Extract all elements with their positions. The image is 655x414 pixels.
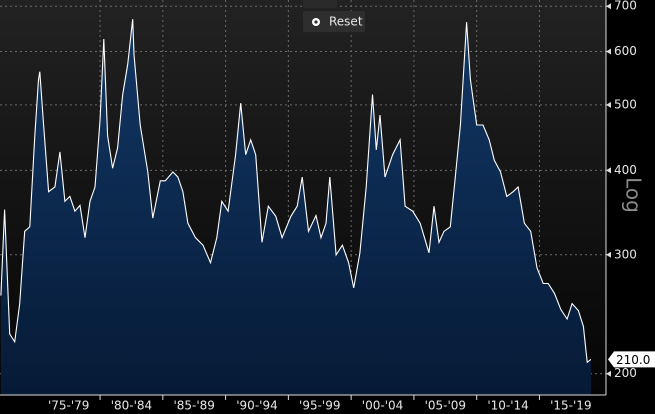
area-fill [0, 19, 591, 395]
x-tick-label: '95-'99 [299, 399, 340, 413]
reset-label[interactable]: Reset [329, 15, 363, 29]
y-axis-label: Log [622, 177, 646, 213]
x-tick-label: '15-'19 [550, 399, 591, 413]
x-tick-label: '75-'79 [48, 399, 89, 413]
reset-button-bg[interactable] [303, 11, 365, 32]
axes: 200 300 400 500 600 700 '75-'79 '80-'84 '85-'89 '… [48, 0, 655, 413]
y-tick [606, 3, 611, 10]
reset-button[interactable]: Reset [303, 11, 365, 32]
line [0, 19, 592, 364]
y-tick-label: 400 [614, 163, 637, 177]
reset-icon-dot [314, 20, 318, 24]
x-tick-label: '85-'89 [173, 399, 214, 413]
y-tick [606, 101, 611, 108]
y-tick [606, 167, 611, 174]
y-tick-label: 500 [614, 97, 637, 111]
y-tick [606, 251, 611, 258]
x-tick-label: '00-'04 [362, 399, 403, 413]
last-value-label: 210.0 [616, 353, 650, 367]
x-tick-label: '80-'84 [111, 399, 152, 413]
y-tick-label: 700 [614, 0, 637, 13]
y-tick-label: 600 [614, 44, 637, 58]
y-tick-label: 200 [614, 366, 637, 380]
y-tick [606, 370, 611, 377]
x-tick-label: '05-'09 [425, 399, 466, 413]
x-tick-label: '90-'94 [236, 399, 277, 413]
y-tick-label: 300 [614, 247, 637, 261]
last-value-box [608, 351, 655, 368]
chart-type-icon[interactable] [303, 0, 337, 8]
plot [0, 19, 592, 395]
y-tick [606, 48, 611, 55]
x-tick-label: '10-'14 [487, 399, 528, 413]
